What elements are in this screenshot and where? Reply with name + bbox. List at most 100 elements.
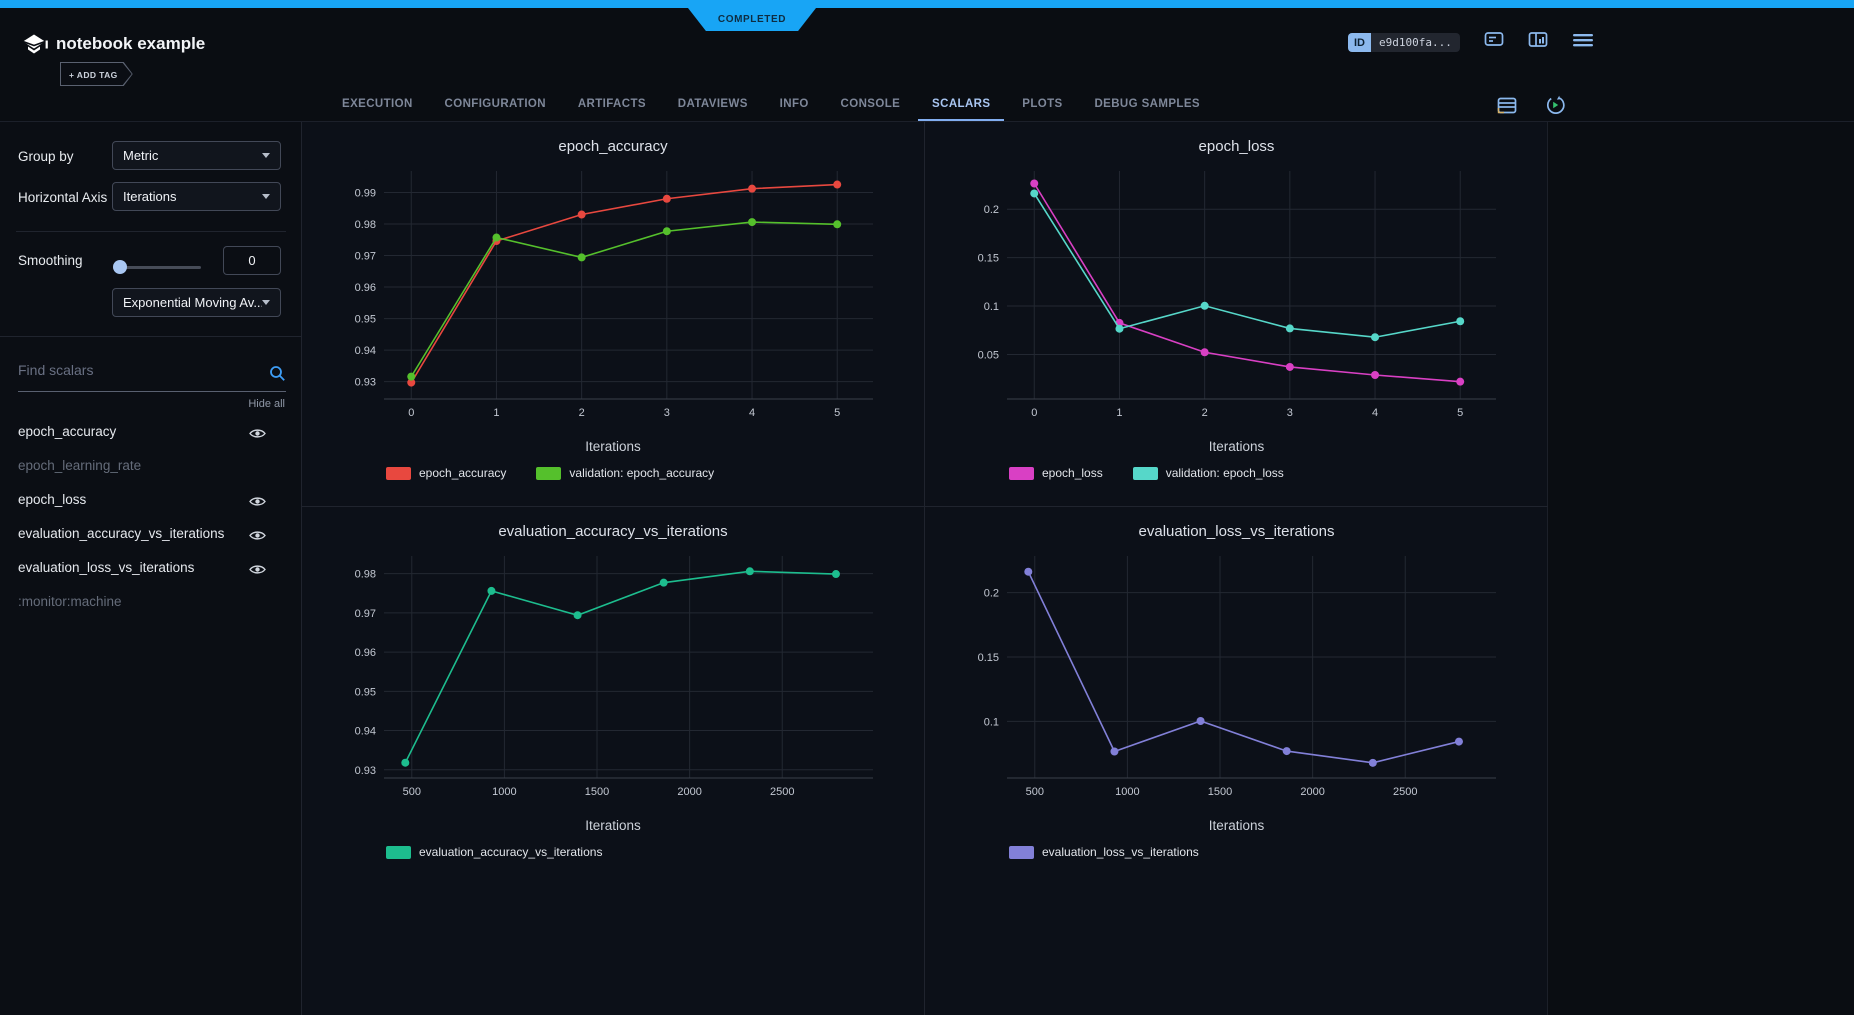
legend-swatch: [386, 845, 411, 859]
metric-row-evaluation-loss[interactable]: evaluation_loss_vs_iterations: [0, 554, 302, 584]
svg-text:2500: 2500: [1393, 786, 1417, 798]
svg-text:2: 2: [578, 407, 584, 419]
x-axis-label: Iterations: [1208, 818, 1265, 833]
svg-text:0.1: 0.1: [984, 716, 999, 728]
eye-icon[interactable]: [249, 528, 266, 546]
comments-icon[interactable]: [1484, 31, 1504, 54]
svg-text:3: 3: [1287, 407, 1293, 419]
svg-text:0.15: 0.15: [978, 253, 999, 265]
svg-text:0.1: 0.1: [984, 301, 999, 313]
legend-item[interactable]: validation: epoch_loss: [1132, 466, 1284, 480]
smoothing-type-select[interactable]: Exponential Moving Av...: [112, 288, 281, 317]
metric-row-evaluation-accuracy[interactable]: evaluation_accuracy_vs_iterations: [0, 520, 302, 550]
svg-text:0.97: 0.97: [354, 251, 375, 263]
svg-text:2500: 2500: [769, 786, 793, 798]
legend-item[interactable]: validation: epoch_accuracy: [536, 466, 714, 480]
metric-row-monitor-machine[interactable]: :monitor:machine: [18, 594, 122, 609]
scalars-sidebar: Group by Metric Horizontal Axis Iteratio…: [0, 122, 302, 1015]
epoch-loss-chart[interactable]: 0 1 2 3 4 5 0.05 0.1 0.15 0.2: [951, 163, 1522, 425]
svg-text:3: 3: [663, 407, 669, 419]
chart-title: evaluation_accuracy_vs_iterations: [498, 523, 728, 540]
chevron-down-icon: [262, 300, 270, 305]
svg-text:1500: 1500: [584, 786, 608, 798]
svg-text:2000: 2000: [677, 786, 701, 798]
svg-text:1: 1: [493, 407, 499, 419]
refresh-icon[interactable]: [1545, 95, 1566, 120]
tab-scalars[interactable]: SCALARS: [917, 87, 1005, 121]
svg-text:0.93: 0.93: [354, 765, 375, 777]
search-input[interactable]: [18, 362, 258, 378]
eye-icon[interactable]: [249, 426, 266, 444]
svg-text:4: 4: [1372, 407, 1378, 419]
status-badge: COMPLETED: [688, 8, 816, 31]
svg-text:0.05: 0.05: [978, 349, 999, 361]
experiment-id-chip[interactable]: ID e9d100fa...: [1348, 33, 1460, 52]
tab-artifacts[interactable]: ARTIFACTS: [577, 98, 646, 110]
svg-text:500: 500: [402, 786, 420, 798]
svg-text:0: 0: [1031, 407, 1037, 419]
menu-icon[interactable]: [1572, 32, 1594, 53]
id-value[interactable]: e9d100fa...: [1371, 33, 1460, 52]
hide-all-button[interactable]: Hide all: [248, 398, 285, 410]
chart-title: epoch_accuracy: [558, 138, 668, 155]
legend-swatch: [1132, 466, 1158, 480]
eye-icon[interactable]: [249, 494, 266, 512]
legend-item[interactable]: evaluation_accuracy_vs_iterations: [386, 845, 602, 859]
svg-text:0.96: 0.96: [354, 282, 375, 294]
search-icon[interactable]: [269, 365, 286, 387]
svg-text:1000: 1000: [1115, 786, 1139, 798]
metrics-table-icon[interactable]: [1497, 97, 1517, 119]
add-tag-button[interactable]: + ADD TAG: [60, 62, 133, 86]
tab-configuration[interactable]: CONFIGURATION: [444, 98, 546, 110]
chart-panel-epoch-loss: epoch_loss 0 1 2 3 4 5 0.05 0.1 0.15 0.2 Iteratio…: [925, 122, 1548, 507]
svg-text:1000: 1000: [492, 786, 516, 798]
tab-console[interactable]: CONSOLE: [840, 98, 901, 110]
svg-text:1500: 1500: [1208, 786, 1232, 798]
legend-item[interactable]: evaluation_loss_vs_iterations: [1009, 845, 1199, 859]
tab-execution[interactable]: EXECUTION: [342, 98, 413, 110]
smoothing-slider[interactable]: [113, 260, 201, 274]
legend-item[interactable]: epoch_accuracy: [386, 466, 506, 480]
tab-info[interactable]: INFO: [779, 98, 809, 110]
legend-swatch: [386, 466, 411, 480]
id-badge: ID: [1348, 33, 1371, 52]
chevron-down-icon: [262, 194, 270, 199]
epoch-accuracy-chart[interactable]: 0 1 2 3 4 5 0.93 0.94 0.95 0.96 0.97 0.98 0.99: [328, 163, 899, 425]
chart-legend: evaluation_loss_vs_iterations: [1009, 845, 1548, 859]
eye-icon[interactable]: [249, 562, 266, 580]
tab-bar: EXECUTION CONFIGURATION ARTIFACTS DATAVI…: [0, 86, 1854, 122]
legend-item[interactable]: epoch_loss: [1009, 466, 1103, 480]
tab-debug-samples[interactable]: DEBUG SAMPLES: [1094, 98, 1200, 110]
chart-panel-evaluation-loss: evaluation_loss_vs_iterations 500 1000 150…: [925, 507, 1548, 1015]
tab-plots[interactable]: PLOTS: [1022, 98, 1063, 110]
slider-track: [113, 266, 201, 269]
svg-text:5: 5: [834, 407, 840, 419]
page-title: notebook example: [56, 34, 206, 53]
tab-dataviews[interactable]: DATAVIEWS: [677, 98, 748, 110]
svg-text:0.15: 0.15: [978, 652, 999, 664]
svg-text:1: 1: [1116, 407, 1122, 419]
metric-row-epoch-loss[interactable]: epoch_loss: [0, 486, 302, 516]
x-axis-label: Iterations: [585, 439, 641, 454]
legend-swatch: [1009, 466, 1034, 480]
chart-panel-evaluation-accuracy: evaluation_accuracy_vs_iterations 500 100…: [302, 507, 925, 1015]
evaluation-accuracy-chart[interactable]: 500 1000 1500 2000 2500 0.93 0.94 0.95 0.96 0.97 0…: [328, 548, 899, 804]
smoothing-label: Smoothing: [18, 253, 83, 268]
svg-text:2000: 2000: [1300, 786, 1324, 798]
metric-row-epoch-accuracy[interactable]: epoch_accuracy: [0, 418, 302, 448]
sidebar-divider: [0, 336, 302, 337]
smoothing-value-input[interactable]: [223, 246, 281, 275]
svg-text:0.2: 0.2: [984, 588, 999, 600]
chart-title: evaluation_loss_vs_iterations: [1138, 523, 1335, 540]
evaluation-loss-chart[interactable]: 500 1000 1500 2000 2500 0.1 0.15 0.2: [951, 548, 1522, 804]
details-panel-icon[interactable]: [1528, 31, 1548, 54]
svg-text:0.95: 0.95: [354, 686, 375, 698]
svg-text:0.94: 0.94: [354, 345, 375, 357]
svg-text:2: 2: [1202, 407, 1208, 419]
svg-text:0: 0: [408, 407, 414, 419]
group-by-select[interactable]: Metric: [112, 141, 281, 170]
svg-text:0.97: 0.97: [354, 608, 375, 620]
slider-thumb[interactable]: [113, 260, 127, 274]
horizontal-axis-select[interactable]: Iterations: [112, 182, 281, 211]
metric-row-epoch-learning-rate[interactable]: epoch_learning_rate: [18, 458, 142, 473]
